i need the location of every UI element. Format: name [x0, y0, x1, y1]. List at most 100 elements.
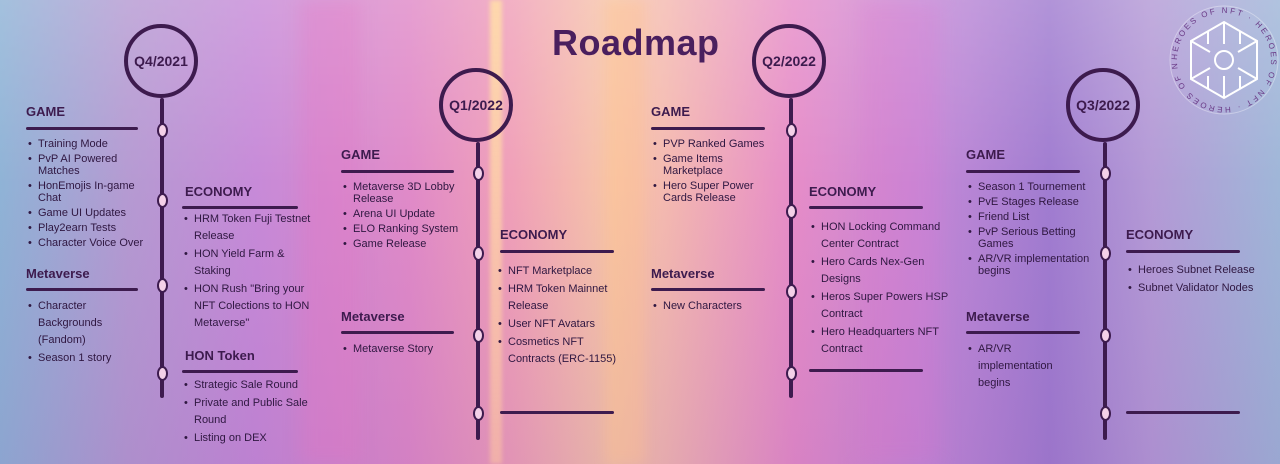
timeline-node	[1099, 406, 1111, 421]
section-divider	[182, 370, 298, 373]
list-item: Season 1 story	[26, 350, 144, 367]
timeline-node	[472, 166, 484, 181]
quarter-badge-q2-2022: Q2/2022	[752, 24, 826, 98]
list-item: HON Locking Command Center Contract	[809, 219, 959, 253]
list-item: Character Voice Over	[26, 237, 150, 249]
q3-2022-metaverse-list: AR/VR implementation begins	[966, 341, 1076, 393]
list-item: Hero Super Power Cards Release	[651, 180, 775, 204]
list-item: Season 1 Tournement	[966, 181, 1092, 193]
timeline-node	[156, 193, 168, 208]
q1-2022-game-list: Metaverse 3D Lobby Release Arena UI Upda…	[341, 181, 465, 253]
timeline-node	[785, 366, 797, 381]
q2-2022-economy-list: HON Locking Command Center Contract Hero…	[809, 219, 959, 359]
q1-2022-metaverse-list: Metaverse Story	[341, 343, 465, 358]
timeline-node	[785, 123, 797, 138]
timeline-node	[785, 204, 797, 219]
section-divider	[651, 127, 765, 130]
timeline-line	[1103, 142, 1107, 440]
list-item: PvP Serious Betting Games	[966, 226, 1092, 250]
timeline-line	[160, 98, 164, 398]
q4-2021-economy-list: HRM Token Fuji Testnet Release HON Yield…	[182, 211, 322, 333]
list-item: PvP AI Powered Matches	[26, 153, 150, 177]
list-item: HON Yield Farm & Staking	[182, 246, 322, 280]
timeline-line	[476, 142, 480, 440]
q2-2022-metaverse-list: New Characters	[651, 300, 775, 315]
list-item: Metaverse 3D Lobby Release	[341, 181, 465, 205]
quarter-badge-q4-2021: Q4/2021	[124, 24, 198, 98]
section-heading-economy: ECONOMY	[185, 184, 253, 199]
quarter-badge-q3-2022: Q3/2022	[1066, 68, 1140, 142]
list-item: Hero Cards Nex-Gen Designs	[809, 254, 959, 288]
section-divider	[182, 206, 298, 209]
section-heading-game: GAME	[341, 147, 380, 162]
list-item: HRM Token Fuji Testnet Release	[182, 211, 322, 245]
timeline-node	[156, 123, 168, 138]
section-heading-metaverse: Metaverse	[26, 266, 90, 281]
section-heading-economy: ECONOMY	[1126, 227, 1194, 242]
list-item: Hero Headquarters NFT Contract	[809, 324, 959, 358]
list-item: Strategic Sale Round	[182, 377, 312, 394]
page-title: Roadmap	[552, 22, 720, 63]
list-item: Listing on DEX	[182, 430, 312, 447]
section-divider	[1126, 250, 1240, 253]
q4-2021-metaverse-list: Character Backgrounds (Fandom) Season 1 …	[26, 298, 144, 368]
list-item: ELO Ranking System	[341, 223, 465, 235]
q4-2021-hon-token-list: Strategic Sale Round Private and Public …	[182, 377, 312, 448]
section-divider	[341, 170, 454, 173]
timeline-node	[1099, 246, 1111, 261]
timeline-node	[472, 406, 484, 421]
list-item: Game Items Marketplace	[651, 153, 775, 177]
section-divider	[966, 331, 1080, 334]
list-item: PvE Stages Release	[966, 196, 1092, 208]
section-divider	[26, 127, 138, 130]
list-item: PVP Ranked Games	[651, 138, 775, 150]
section-heading-metaverse: Metaverse	[341, 309, 405, 324]
timeline-node	[156, 366, 168, 381]
list-item: HRM Token Mainnet Release	[496, 281, 630, 315]
heroes-of-nft-logo: HEROES OF NFT · HEROES OF NFT · HEROES O…	[1168, 4, 1279, 115]
section-divider	[341, 331, 454, 334]
list-item: AR/VR implementation begins	[966, 253, 1092, 277]
section-heading-metaverse: Metaverse	[966, 309, 1030, 324]
section-divider	[651, 288, 765, 291]
section-divider	[809, 369, 923, 372]
q3-2022-game-list: Season 1 Tournement PvE Stages Release F…	[966, 181, 1092, 280]
quarter-badge-q1-2022: Q1/2022	[439, 68, 513, 142]
list-item: Friend List	[966, 211, 1092, 223]
list-item: AR/VR implementation begins	[966, 341, 1076, 392]
timeline-node	[472, 246, 484, 261]
list-item: Subnet Validator Nodes	[1126, 280, 1276, 297]
section-divider	[500, 411, 614, 414]
section-divider	[26, 288, 138, 291]
list-item: New Characters	[651, 300, 775, 312]
timeline-node	[785, 284, 797, 299]
section-heading-game: GAME	[966, 147, 1005, 162]
timeline-node	[1099, 166, 1111, 181]
timeline-node	[472, 328, 484, 343]
list-item: Heroes Subnet Release	[1126, 262, 1276, 279]
list-item: HonEmojis In-game Chat	[26, 180, 150, 204]
list-item: HON Rush "Bring your NFT Colections to H…	[182, 281, 322, 332]
list-item: NFT Marketplace	[496, 263, 630, 280]
list-item: User NFT Avatars	[496, 316, 630, 333]
section-heading-economy: ECONOMY	[809, 184, 877, 199]
list-item: Metaverse Story	[341, 343, 465, 355]
section-heading-game: GAME	[651, 104, 690, 119]
section-heading-hon-token: HON Token	[185, 348, 255, 363]
hexagon-network-icon	[1190, 20, 1258, 100]
light-streak	[605, 0, 645, 464]
list-item: Arena UI Update	[341, 208, 465, 220]
section-heading-metaverse: Metaverse	[651, 266, 715, 281]
timeline-node	[156, 278, 168, 293]
list-item: Play2earn Tests	[26, 222, 150, 234]
section-divider	[809, 206, 923, 209]
list-item: Cosmetics NFT Contracts (ERC-1155)	[496, 334, 630, 368]
section-heading-game: GAME	[26, 104, 65, 119]
timeline-line	[789, 98, 793, 398]
list-item: Training Mode	[26, 138, 150, 150]
q3-2022-economy-list: Heroes Subnet Release Subnet Validator N…	[1126, 262, 1276, 298]
list-item: Game UI Updates	[26, 207, 150, 219]
timeline-node	[1099, 328, 1111, 343]
q4-2021-game-list: Training Mode PvP AI Powered Matches Hon…	[26, 138, 150, 252]
list-item: Heros Super Powers HSP Contract	[809, 289, 959, 323]
